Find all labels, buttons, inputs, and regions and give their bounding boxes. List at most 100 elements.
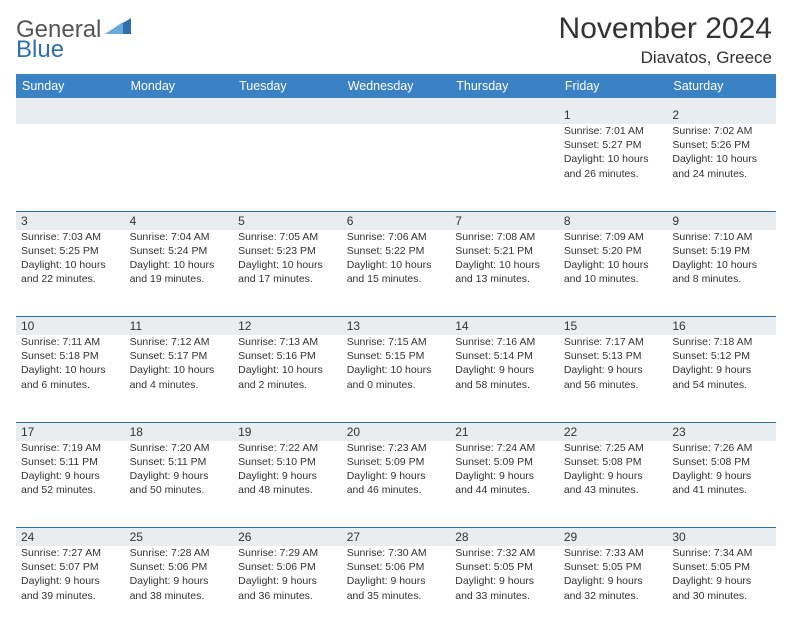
sunrise-text: Sunrise: 7:04 AM: [130, 230, 229, 244]
sunset-text: Sunset: 5:12 PM: [672, 349, 771, 363]
daylight-text: and 22 minutes.: [21, 272, 120, 286]
daylight-text: Daylight: 9 hours: [564, 363, 663, 377]
day-number: 14: [450, 317, 559, 336]
sunset-text: Sunset: 5:09 PM: [455, 455, 554, 469]
daylight-text: Daylight: 9 hours: [238, 469, 337, 483]
day-number: 23: [667, 422, 776, 441]
day-number: 8: [559, 211, 668, 230]
day-number: 26: [233, 528, 342, 547]
daylight-text: Daylight: 9 hours: [564, 469, 663, 483]
day-cell: Sunrise: 7:24 AMSunset: 5:09 PMDaylight:…: [450, 441, 559, 528]
day-cell: Sunrise: 7:23 AMSunset: 5:09 PMDaylight:…: [342, 441, 451, 528]
daylight-text: and 32 minutes.: [564, 589, 663, 603]
sunrise-text: Sunrise: 7:20 AM: [130, 441, 229, 455]
day-cell: Sunrise: 7:02 AMSunset: 5:26 PMDaylight:…: [667, 124, 776, 211]
day-cell: [450, 124, 559, 211]
daylight-text: and 39 minutes.: [21, 589, 120, 603]
day-number: 11: [125, 317, 234, 336]
sunset-text: Sunset: 5:20 PM: [564, 244, 663, 258]
sunset-text: Sunset: 5:24 PM: [130, 244, 229, 258]
sunrise-text: Sunrise: 7:06 AM: [347, 230, 446, 244]
calendar-table: SundayMondayTuesdayWednesdayThursdayFrid…: [16, 74, 776, 633]
daylight-text: Daylight: 10 hours: [564, 258, 663, 272]
sunset-text: Sunset: 5:13 PM: [564, 349, 663, 363]
daylight-text: Daylight: 10 hours: [347, 258, 446, 272]
sunrise-text: Sunrise: 7:19 AM: [21, 441, 120, 455]
daylight-text: Daylight: 10 hours: [455, 258, 554, 272]
daylight-text: Daylight: 9 hours: [238, 574, 337, 588]
day-number: [125, 106, 234, 124]
day-cell: Sunrise: 7:20 AMSunset: 5:11 PMDaylight:…: [125, 441, 234, 528]
daylight-text: Daylight: 10 hours: [21, 363, 120, 377]
sunrise-text: Sunrise: 7:15 AM: [347, 335, 446, 349]
day-cell: Sunrise: 7:18 AMSunset: 5:12 PMDaylight:…: [667, 335, 776, 422]
sunset-text: Sunset: 5:05 PM: [564, 560, 663, 574]
day-number: 22: [559, 422, 668, 441]
sunset-text: Sunset: 5:07 PM: [21, 560, 120, 574]
sunset-text: Sunset: 5:16 PM: [238, 349, 337, 363]
day-cell: Sunrise: 7:26 AMSunset: 5:08 PMDaylight:…: [667, 441, 776, 528]
sunset-text: Sunset: 5:14 PM: [455, 349, 554, 363]
day-cell: [16, 124, 125, 211]
daylight-text: and 50 minutes.: [130, 483, 229, 497]
daylight-text: Daylight: 10 hours: [238, 258, 337, 272]
day-number: 15: [559, 317, 668, 336]
day-number: 6: [342, 211, 451, 230]
daylight-text: Daylight: 10 hours: [347, 363, 446, 377]
day-number: 4: [125, 211, 234, 230]
sunset-text: Sunset: 5:22 PM: [347, 244, 446, 258]
day-number: 18: [125, 422, 234, 441]
daylight-text: Daylight: 9 hours: [672, 574, 771, 588]
daylight-text: and 10 minutes.: [564, 272, 663, 286]
sunrise-text: Sunrise: 7:29 AM: [238, 546, 337, 560]
day-number: 25: [125, 528, 234, 547]
daylight-text: and 41 minutes.: [672, 483, 771, 497]
sunset-text: Sunset: 5:19 PM: [672, 244, 771, 258]
daylight-text: and 44 minutes.: [455, 483, 554, 497]
sunset-text: Sunset: 5:25 PM: [21, 244, 120, 258]
daylight-text: Daylight: 9 hours: [130, 574, 229, 588]
day-number: 3: [16, 211, 125, 230]
day-cell: Sunrise: 7:01 AMSunset: 5:27 PMDaylight:…: [559, 124, 668, 211]
daylight-text: and 0 minutes.: [347, 378, 446, 392]
day-cell: Sunrise: 7:33 AMSunset: 5:05 PMDaylight:…: [559, 546, 668, 633]
sunrise-text: Sunrise: 7:09 AM: [564, 230, 663, 244]
daylight-text: and 19 minutes.: [130, 272, 229, 286]
sunrise-text: Sunrise: 7:05 AM: [238, 230, 337, 244]
weekday-header: Thursday: [450, 74, 559, 98]
sunset-text: Sunset: 5:21 PM: [455, 244, 554, 258]
day-number: 13: [342, 317, 451, 336]
sunset-text: Sunset: 5:06 PM: [130, 560, 229, 574]
daylight-text: and 2 minutes.: [238, 378, 337, 392]
weekday-header: Friday: [559, 74, 668, 98]
sunrise-text: Sunrise: 7:10 AM: [672, 230, 771, 244]
logo-word2-wrap: Blue: [16, 36, 64, 64]
sunrise-text: Sunrise: 7:23 AM: [347, 441, 446, 455]
daylight-text: and 30 minutes.: [672, 589, 771, 603]
sunset-text: Sunset: 5:23 PM: [238, 244, 337, 258]
calendar-header-row: SundayMondayTuesdayWednesdayThursdayFrid…: [16, 74, 776, 98]
day-cell: Sunrise: 7:11 AMSunset: 5:18 PMDaylight:…: [16, 335, 125, 422]
sunrise-text: Sunrise: 7:17 AM: [564, 335, 663, 349]
calendar-page: General November 2024 Diavatos, Greece B…: [0, 0, 792, 612]
day-cell: Sunrise: 7:06 AMSunset: 5:22 PMDaylight:…: [342, 230, 451, 317]
daylight-text: Daylight: 9 hours: [347, 574, 446, 588]
sunset-text: Sunset: 5:26 PM: [672, 138, 771, 152]
day-number: 5: [233, 211, 342, 230]
daylight-text: Daylight: 9 hours: [564, 574, 663, 588]
header: General November 2024 Diavatos, Greece: [16, 12, 776, 74]
sunrise-text: Sunrise: 7:03 AM: [21, 230, 120, 244]
day-number: 29: [559, 528, 668, 547]
day-number: 24: [16, 528, 125, 547]
spacer: [16, 98, 776, 106]
day-cell: Sunrise: 7:30 AMSunset: 5:06 PMDaylight:…: [342, 546, 451, 633]
day-cell: Sunrise: 7:04 AMSunset: 5:24 PMDaylight:…: [125, 230, 234, 317]
day-cell: [125, 124, 234, 211]
day-cell: Sunrise: 7:03 AMSunset: 5:25 PMDaylight:…: [16, 230, 125, 317]
calendar-body: 12Sunrise: 7:01 AMSunset: 5:27 PMDayligh…: [16, 98, 776, 633]
daylight-text: and 43 minutes.: [564, 483, 663, 497]
logo-triangle-icon: [105, 16, 131, 41]
day-number: 28: [450, 528, 559, 547]
sunrise-text: Sunrise: 7:27 AM: [21, 546, 120, 560]
daylight-text: Daylight: 9 hours: [347, 469, 446, 483]
